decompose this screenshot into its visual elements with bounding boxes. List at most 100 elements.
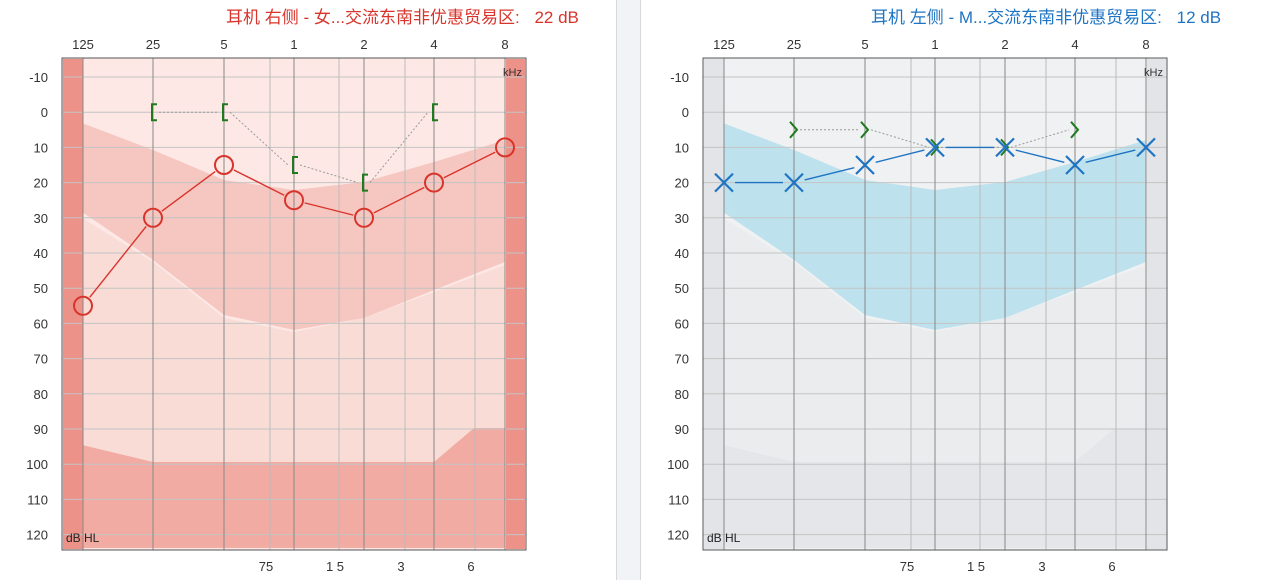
left-ear-title-row: 耳机 左侧 - M...交流东南非优惠贸易区: 12 dB	[871, 3, 1221, 28]
right-x-top-tick-label: 2	[360, 37, 367, 52]
left-y-tick-label: -10	[670, 70, 689, 85]
left-y-tick-label: 110	[668, 492, 689, 507]
right-ear-audiogram: -10 0 10 20 30 40 50 60 70 80 90 100 110 120 125 25 5 1 2 4…	[26, 37, 527, 574]
right-air-marker	[495, 137, 515, 158]
right-x-bottom-tick-label: 1 5	[326, 559, 344, 574]
left-x-bottom-tick-label: 1 5	[967, 559, 985, 574]
right-y-unit-label: dB HL	[66, 531, 100, 545]
left-x-top-tick-label: 4	[1071, 37, 1078, 52]
left-plot-border	[702, 57, 1168, 551]
left-x-top-tick-label: 25	[787, 37, 801, 52]
left-air-marker	[784, 172, 804, 193]
left-y-tick-label: 20	[675, 176, 689, 191]
right-high-freq-strip	[506, 59, 525, 549]
right-x-bottom-tick-label: 3	[397, 559, 404, 574]
left-bone-marker	[1000, 138, 1010, 157]
left-y-unit-label: dB HL	[707, 531, 741, 545]
right-y-tick-label: 60	[34, 316, 48, 331]
right-bone-marker	[151, 103, 157, 122]
right-air-marker	[73, 295, 93, 316]
left-air-connector	[1085, 149, 1136, 164]
right-y-tick-label: 80	[34, 387, 48, 402]
left-x-top-tick-label: 5	[861, 37, 868, 52]
left-y-tick-label: 30	[675, 211, 689, 226]
left-ear-pta-value: 12 dB	[1176, 8, 1222, 27]
left-air-marker	[855, 155, 875, 175]
left-y-tick-label: 10	[675, 140, 689, 155]
right-low-freq-strip	[63, 59, 83, 549]
right-y-tick-label: 50	[34, 281, 48, 296]
right-air-marker	[354, 207, 374, 228]
right-bone-marker	[222, 103, 228, 122]
right-air-marker	[424, 172, 444, 193]
right-ear-title: 耳机 右侧 - 女...交流东南非优惠贸易区:	[226, 8, 520, 27]
left-x-top-tick-label: 2	[1001, 37, 1008, 52]
left-y-tick-label: 90	[675, 422, 689, 437]
left-x-bottom-tick-label: 6	[1108, 559, 1115, 574]
right-ear-panel: -10 0 10 20 30 40 50 60 70 80 90 100 110 120 125 25 5 1 2 4…	[0, 0, 617, 580]
right-y-tick-label: 70	[34, 352, 48, 367]
right-air-connector	[89, 225, 147, 298]
right-y-tick-label: 90	[34, 422, 48, 437]
left-x-bottom-tick-label: 75	[900, 559, 914, 574]
left-y-tick-label: 80	[675, 387, 689, 402]
left-air-connector	[875, 149, 925, 163]
left-air-marker	[714, 172, 734, 193]
right-bone-connector	[229, 111, 289, 166]
right-x-bottom-tick-label: 75	[259, 559, 273, 574]
right-y-tick-label: 20	[34, 176, 48, 191]
left-y-tick-label: 0	[682, 105, 689, 120]
right-y-tick-label: 40	[34, 246, 48, 261]
left-ear-audiogram: -10 0 10 20 30 40 50 60 70 80 90 100 110 120 125 25 5 1 2 4…	[667, 37, 1168, 574]
left-high-freq-strip	[1147, 59, 1166, 549]
right-x-top-tick-label: 5	[220, 37, 227, 52]
right-ear-title-row: 耳机 右侧 - 女...交流东南非优惠贸易区: 22 dB	[226, 3, 579, 28]
right-air-connector	[161, 171, 216, 212]
right-x-top-tick-label: 25	[146, 37, 160, 52]
left-air-marker	[1136, 137, 1156, 158]
left-y-tick-label: 40	[675, 246, 689, 261]
right-air-connector	[304, 202, 354, 216]
left-air-connector	[1015, 149, 1065, 163]
left-air-marker	[995, 137, 1015, 158]
left-y-tick-label: 100	[667, 457, 689, 472]
left-air-marker	[1065, 155, 1085, 175]
left-x-unit-label: kHz	[1144, 67, 1163, 79]
left-bone-marker	[860, 121, 870, 139]
right-x-top-tick-label: 125	[72, 37, 94, 52]
left-x-top-tick-label: 8	[1142, 37, 1149, 52]
left-low-freq-strip	[704, 59, 724, 549]
right-air-marker	[284, 190, 304, 211]
right-air-connector	[443, 151, 496, 179]
right-y-tick-label: 30	[34, 211, 48, 226]
left-y-tick-label: 70	[675, 352, 689, 367]
right-x-top-tick-label: 1	[290, 37, 297, 52]
right-y-tick-label: 120	[26, 528, 48, 543]
right-y-tick-label: -10	[29, 70, 48, 85]
right-y-tick-label: 100	[26, 457, 48, 472]
left-x-top-tick-label: 125	[713, 37, 735, 52]
left-air-marker	[925, 137, 945, 158]
right-air-marker	[214, 155, 234, 175]
left-bone-marker	[930, 138, 940, 157]
right-air-marker	[143, 207, 163, 228]
left-ear-panel: -10 0 10 20 30 40 50 60 70 80 90 100 110 120 125 25 5 1 2 4…	[640, 0, 1257, 580]
right-bone-marker	[362, 173, 368, 192]
left-y-tick-label: 120	[667, 528, 689, 543]
right-x-top-tick-label: 4	[430, 37, 437, 52]
right-y-tick-label: 0	[41, 105, 48, 120]
right-bone-connector	[369, 111, 429, 183]
left-y-tick-label: 50	[675, 281, 689, 296]
right-x-unit-label: kHz	[503, 67, 522, 79]
left-x-bottom-tick-label: 3	[1038, 559, 1045, 574]
left-x-top-tick-label: 1	[931, 37, 938, 52]
right-air-connector	[233, 169, 285, 196]
right-air-connector	[373, 186, 425, 214]
right-y-tick-label: 10	[34, 140, 48, 155]
left-bone-marker	[789, 121, 799, 139]
right-plot-border	[61, 57, 527, 551]
panel-divider	[617, 0, 640, 580]
left-bone-marker	[1070, 121, 1080, 139]
left-y-tick-label: 60	[675, 316, 689, 331]
right-bone-marker	[292, 156, 298, 174]
